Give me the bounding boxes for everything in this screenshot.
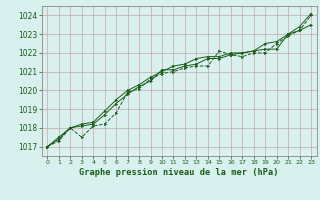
X-axis label: Graphe pression niveau de la mer (hPa): Graphe pression niveau de la mer (hPa) bbox=[79, 168, 279, 177]
